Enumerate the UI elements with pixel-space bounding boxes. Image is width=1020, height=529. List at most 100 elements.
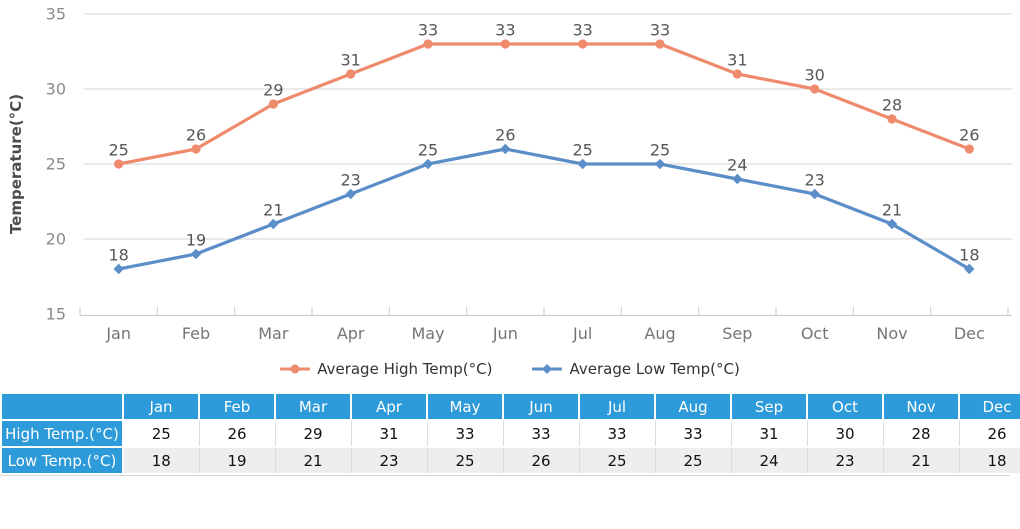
high-temp-point-label: 26 [959, 126, 979, 145]
legend-label-low: Average Low Temp(°C) [569, 360, 740, 378]
temp-value-cell: 33 [426, 419, 504, 448]
temp-value-cell: 31 [350, 419, 428, 448]
y-axis-tick-label: 20 [46, 230, 66, 249]
x-axis-tick-label: Aug [644, 324, 675, 343]
low-temp-line [117, 147, 971, 271]
low-temp-marker [422, 158, 434, 170]
temp-value-cell: 30 [806, 419, 884, 448]
month-header-cell: Mar [274, 392, 352, 421]
x-axis-tick-label: Nov [876, 324, 907, 343]
high-temp-marker [500, 39, 510, 49]
x-axis-tick-label: Jan [105, 324, 131, 343]
temp-value-cell: 21 [274, 446, 352, 475]
x-axis-tick-label: Feb [182, 324, 210, 343]
temp-value-cell: 25 [426, 446, 504, 475]
temp-value-cell: 29 [274, 419, 352, 448]
x-axis-tick-label: Mar [258, 324, 289, 343]
low-temp-point-label: 18 [959, 246, 979, 265]
month-header-cell: Sep [730, 392, 808, 421]
temp-value-cell: 25 [122, 419, 200, 448]
low-temp-point-label: 26 [495, 126, 515, 145]
temp-value-cell: 25 [654, 446, 732, 475]
high-temp-marker [964, 144, 974, 154]
low-temp-point-label: 25 [572, 141, 592, 160]
temp-value-cell: 18 [122, 446, 200, 475]
high-temp-marker [732, 69, 742, 79]
x-axis-tick-label: Sep [722, 324, 752, 343]
high-temp-marker [423, 39, 433, 49]
high-temp-marker [578, 39, 588, 49]
month-header-cell: Aug [654, 392, 732, 421]
high-temp-series: 25 26 29 31 33 33 33 33 31 30 28 26 [108, 21, 980, 169]
low-temp-marker [886, 218, 898, 230]
temp-value-cell: 21 [882, 446, 960, 475]
temp-value-cell: 19 [198, 446, 276, 475]
x-axis-tick-label: Dec [954, 324, 985, 343]
low-temp-point-label: 23 [340, 171, 360, 190]
low-temp-point-label: 21 [263, 201, 283, 220]
high-temp-marker [114, 159, 124, 169]
low-temp-point-label: 24 [727, 156, 747, 175]
low-temp-marker [268, 218, 279, 230]
y-axis-tick-label: 25 [46, 155, 66, 174]
x-axis-tick-label: Apr [337, 324, 365, 343]
high-temp-point-label: 28 [882, 96, 902, 115]
month-header-cell: Apr [350, 392, 428, 421]
high-temp-marker [655, 39, 665, 49]
temp-value-cell: 18 [958, 446, 1020, 475]
temp-value-cell: 23 [350, 446, 428, 475]
low-temp-point-label: 19 [186, 231, 206, 250]
low-temp-marker [190, 248, 202, 260]
high-temp-marker [268, 99, 278, 109]
low-temp-marker [732, 173, 743, 185]
low-temp-point-label: 21 [882, 201, 902, 220]
high-temp-point-label: 30 [804, 66, 824, 85]
low-temp-marker [500, 143, 511, 155]
high-temp-point-label: 33 [572, 21, 592, 40]
y-axis-title: Temperature(°C) [7, 94, 25, 234]
x-axis-tick-label: Jun [492, 324, 518, 343]
high-temp-point-label: 31 [340, 51, 360, 70]
temp-value-cell: 23 [806, 446, 884, 475]
high-temp-point-label: 33 [650, 21, 670, 40]
row-label-cell: High Temp.(°C) [0, 419, 124, 448]
row-label-cell: Low Temp.(°C) [0, 446, 124, 475]
temp-value-cell: 25 [578, 446, 656, 475]
table-header-row: Jan Feb Mar Apr May Jun Jul Aug Sep Oct Nov Dec [0, 392, 1020, 421]
low-temp-marker [345, 188, 356, 200]
temp-value-cell: 26 [958, 419, 1020, 448]
y-axis-tick-label: 35 [46, 5, 66, 24]
month-header-cell: Nov [882, 392, 960, 421]
high-temp-point-label: 29 [263, 81, 283, 100]
temp-value-cell: 28 [882, 419, 960, 448]
low-temp-point-label: 18 [108, 246, 128, 265]
month-header-cell: Jun [502, 392, 580, 421]
temp-value-cell: 33 [502, 419, 580, 448]
high-temp-marker [810, 84, 820, 94]
low-temp-legend-marker-icon [532, 362, 563, 376]
month-header-cell: Jan [122, 392, 200, 421]
month-header-cell: Feb [198, 392, 276, 421]
y-axis-tick-label: 30 [46, 80, 66, 99]
legend-item-average-high-temp[interactable]: Average High Temp(°C) [280, 360, 492, 378]
legend-label-high: Average High Temp(°C) [317, 360, 493, 378]
low-temp-marker [577, 158, 588, 170]
high-temp-point-label: 31 [727, 51, 747, 70]
high-temp-point-label: 33 [495, 21, 515, 40]
low-temp-marker [654, 158, 666, 170]
temp-value-cell: 31 [730, 419, 808, 448]
legend-item-average-low-temp[interactable]: Average Low Temp(°C) [532, 360, 740, 378]
low-temp-series: 18 19 21 23 25 26 25 25 24 23 21 18 [108, 126, 980, 275]
temp-value-cell: 33 [654, 419, 732, 448]
corner-header-cell [0, 392, 124, 421]
month-header-cell: Jul [578, 392, 656, 421]
low-temp-marker [809, 188, 820, 200]
table-row: High Temp.(°C) 25 26 29 31 33 33 33 33 31 30 28 26 [0, 419, 1020, 448]
x-axis-tick-label: Oct [801, 324, 829, 343]
low-temp-marker [964, 263, 975, 275]
y-axis-tick-label: 15 [46, 305, 66, 324]
high-temp-point-label: 25 [108, 141, 128, 160]
high-temp-marker [346, 69, 356, 79]
high-temp-marker [887, 114, 897, 124]
chart-legend: Average High Temp(°C) Average Low Temp(°… [0, 358, 1020, 380]
